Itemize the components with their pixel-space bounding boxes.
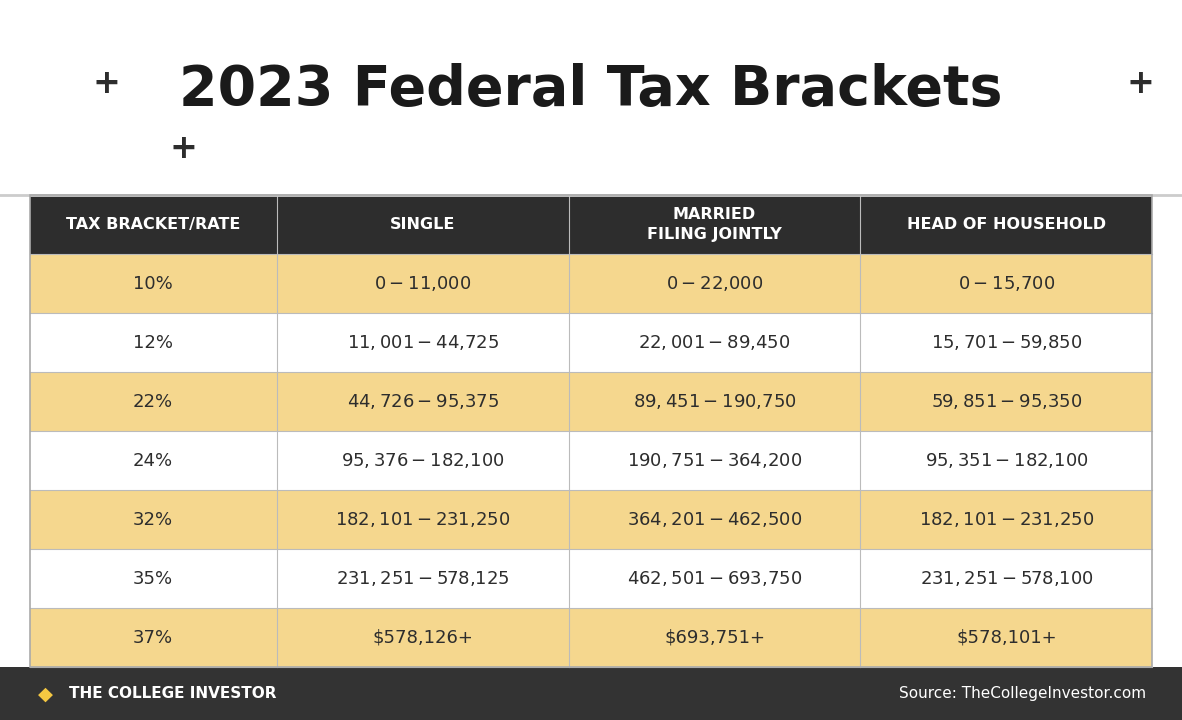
Bar [30,313,1152,372]
Text: $59,851 - $95,350: $59,851 - $95,350 [931,392,1082,411]
Bar [30,608,1152,667]
Text: $95,351 - $182,100: $95,351 - $182,100 [924,451,1089,470]
Text: 2023 Federal Tax Brackets: 2023 Federal Tax Brackets [180,63,1002,117]
Text: 22%: 22% [134,392,173,410]
Bar [30,431,1152,490]
Bar [0,0,1182,195]
Text: $578,101+: $578,101+ [956,629,1057,647]
Text: THE COLLEGE INVESTOR: THE COLLEGE INVESTOR [69,686,277,701]
Text: $44,726 - $95,375: $44,726 - $95,375 [346,392,499,411]
Text: $364,201 - $462,500: $364,201 - $462,500 [626,510,803,529]
Text: MARRIED
FILING JOINTLY: MARRIED FILING JOINTLY [647,207,782,242]
Text: TAX BRACKET/RATE: TAX BRACKET/RATE [66,217,240,232]
Bar [0,667,1182,720]
Text: $11,001 - $44,725: $11,001 - $44,725 [346,333,499,352]
Text: HEAD OF HOUSEHOLD: HEAD OF HOUSEHOLD [907,217,1106,232]
Text: $231,251 - $578,100: $231,251 - $578,100 [920,570,1093,588]
Text: $578,126+: $578,126+ [372,629,473,647]
Text: $0 - $22,000: $0 - $22,000 [665,274,764,293]
Bar [30,549,1152,608]
Text: Source: TheCollegeInvestor.com: Source: TheCollegeInvestor.com [900,686,1147,701]
Text: $462,501 - $693,750: $462,501 - $693,750 [626,570,803,588]
Text: 10%: 10% [134,274,173,292]
Text: 35%: 35% [134,570,173,588]
Text: +: + [169,132,197,165]
Text: $231,251 - $578,125: $231,251 - $578,125 [336,570,509,588]
Text: 24%: 24% [134,452,173,469]
Text: 32%: 32% [134,510,173,528]
Text: $95,376 - $182,100: $95,376 - $182,100 [340,451,505,470]
Text: 37%: 37% [134,629,173,647]
Text: +: + [92,67,121,100]
Bar [30,195,1152,667]
Bar [30,490,1152,549]
Text: $693,751+: $693,751+ [664,629,765,647]
Text: ◆: ◆ [38,684,53,703]
Bar [30,195,1152,254]
Bar [30,254,1152,313]
Text: +: + [1126,67,1155,100]
Text: $190,751 - $364,200: $190,751 - $364,200 [626,451,803,470]
Text: 12%: 12% [134,333,173,351]
Text: $15,701 - $59,850: $15,701 - $59,850 [931,333,1082,352]
Text: $182,101 - $231,250: $182,101 - $231,250 [918,510,1095,529]
Text: $89,451 - $190,750: $89,451 - $190,750 [632,392,797,411]
Text: $182,101 - $231,250: $182,101 - $231,250 [335,510,511,529]
Text: $22,001 - $89,450: $22,001 - $89,450 [638,333,791,352]
Text: $0 - $15,700: $0 - $15,700 [957,274,1056,293]
Text: $0 - $11,000: $0 - $11,000 [374,274,472,293]
Text: SINGLE: SINGLE [390,217,455,232]
Bar [30,372,1152,431]
